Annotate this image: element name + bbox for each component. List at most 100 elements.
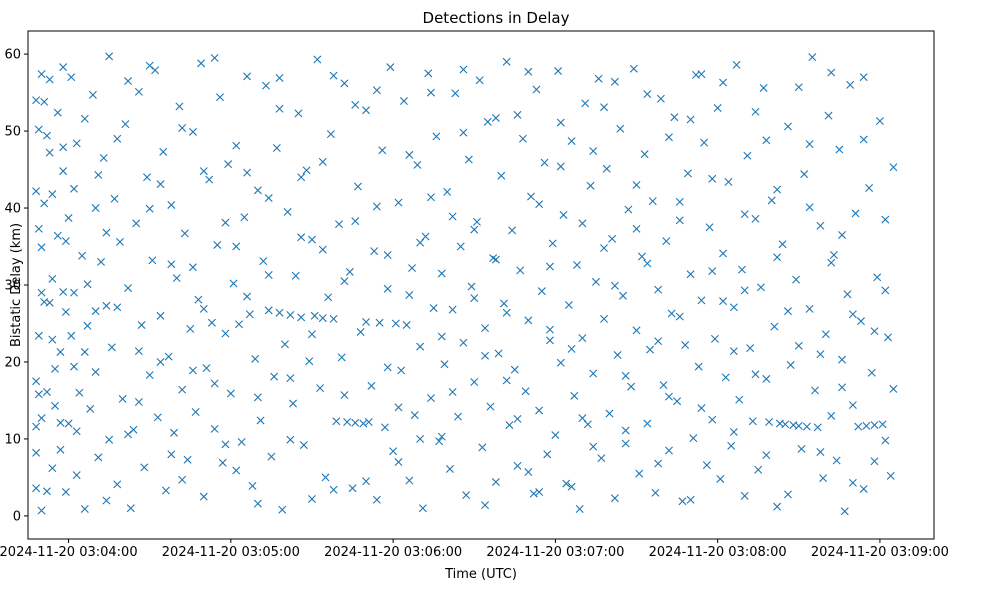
data-point bbox=[145, 61, 154, 70]
data-point bbox=[167, 450, 176, 459]
data-point bbox=[194, 295, 203, 304]
data-point bbox=[132, 219, 141, 228]
data-point bbox=[602, 164, 611, 173]
data-point bbox=[600, 314, 609, 323]
data-point bbox=[232, 141, 241, 150]
data-point bbox=[172, 274, 181, 283]
data-point bbox=[783, 307, 792, 316]
data-point bbox=[808, 53, 817, 62]
data-point bbox=[53, 108, 62, 117]
data-point bbox=[751, 214, 760, 223]
data-point bbox=[848, 310, 857, 319]
data-point bbox=[302, 166, 311, 175]
data-point bbox=[224, 160, 233, 169]
data-point bbox=[262, 81, 270, 90]
data-point bbox=[613, 351, 622, 360]
data-point bbox=[153, 413, 162, 422]
data-point bbox=[513, 414, 522, 423]
data-point bbox=[124, 284, 133, 293]
data-point bbox=[80, 504, 89, 513]
data-point bbox=[491, 255, 500, 264]
data-point bbox=[264, 194, 273, 203]
data-point bbox=[137, 321, 146, 330]
data-point bbox=[275, 308, 284, 317]
data-point bbox=[270, 372, 279, 381]
data-point bbox=[34, 390, 43, 399]
data-point bbox=[207, 318, 216, 327]
data-point bbox=[470, 294, 479, 303]
data-point bbox=[435, 437, 444, 446]
data-point bbox=[478, 443, 487, 452]
data-point bbox=[748, 417, 757, 426]
data-point bbox=[443, 187, 452, 196]
data-point bbox=[362, 477, 371, 486]
data-point bbox=[426, 88, 435, 97]
data-point bbox=[148, 256, 157, 265]
data-point bbox=[867, 368, 876, 377]
data-point bbox=[83, 280, 92, 289]
data-point bbox=[375, 318, 384, 327]
data-point bbox=[99, 154, 108, 162]
data-point bbox=[378, 146, 387, 155]
data-point bbox=[689, 434, 698, 443]
data-point bbox=[316, 384, 325, 393]
data-point bbox=[632, 224, 641, 233]
data-point bbox=[437, 269, 446, 278]
data-point bbox=[413, 160, 422, 169]
data-point bbox=[86, 404, 95, 413]
data-point bbox=[32, 377, 41, 386]
data-point bbox=[737, 265, 746, 274]
data-point bbox=[859, 484, 868, 493]
data-point bbox=[819, 474, 828, 483]
data-point bbox=[221, 329, 230, 338]
data-point bbox=[773, 253, 782, 262]
y-axis: 0 10 20 30 40 50 60 bbox=[4, 48, 28, 524]
data-point bbox=[778, 240, 787, 249]
data-point bbox=[686, 270, 695, 279]
data-point bbox=[616, 124, 625, 133]
data-point bbox=[383, 250, 392, 259]
data-point bbox=[821, 330, 830, 339]
data-point bbox=[813, 423, 822, 432]
data-point bbox=[824, 111, 833, 120]
data-point bbox=[564, 301, 573, 310]
data-point bbox=[759, 83, 768, 92]
data-point bbox=[829, 250, 838, 259]
plot-frame bbox=[27, 30, 935, 540]
data-point bbox=[115, 237, 124, 246]
data-point bbox=[721, 373, 730, 382]
data-point bbox=[545, 325, 554, 334]
data-point bbox=[80, 347, 89, 356]
data-point bbox=[245, 310, 254, 319]
data-point bbox=[437, 332, 446, 341]
data-point bbox=[451, 89, 460, 98]
data-point bbox=[481, 501, 490, 510]
data-point bbox=[188, 127, 197, 136]
data-point bbox=[681, 341, 690, 350]
data-point bbox=[516, 266, 525, 275]
data-point bbox=[621, 439, 630, 448]
data-point bbox=[470, 225, 479, 234]
data-point bbox=[278, 505, 287, 514]
data-point bbox=[502, 57, 511, 66]
data-point bbox=[59, 143, 68, 152]
data-point bbox=[59, 287, 68, 296]
data-point bbox=[372, 202, 381, 211]
data-point bbox=[426, 394, 435, 403]
data-point bbox=[740, 286, 749, 295]
data-point bbox=[110, 194, 119, 203]
data-point bbox=[686, 495, 695, 504]
data-point bbox=[805, 140, 814, 149]
data-point bbox=[297, 233, 306, 242]
data-point bbox=[578, 414, 587, 423]
data-point bbox=[53, 231, 62, 240]
data-point bbox=[118, 394, 127, 403]
data-point bbox=[91, 307, 100, 316]
data-point bbox=[740, 491, 749, 500]
data-point bbox=[389, 447, 398, 456]
data-point bbox=[80, 114, 89, 123]
data-point bbox=[56, 347, 65, 356]
data-point bbox=[491, 478, 500, 487]
data-point bbox=[851, 209, 860, 218]
data-point bbox=[156, 311, 165, 320]
